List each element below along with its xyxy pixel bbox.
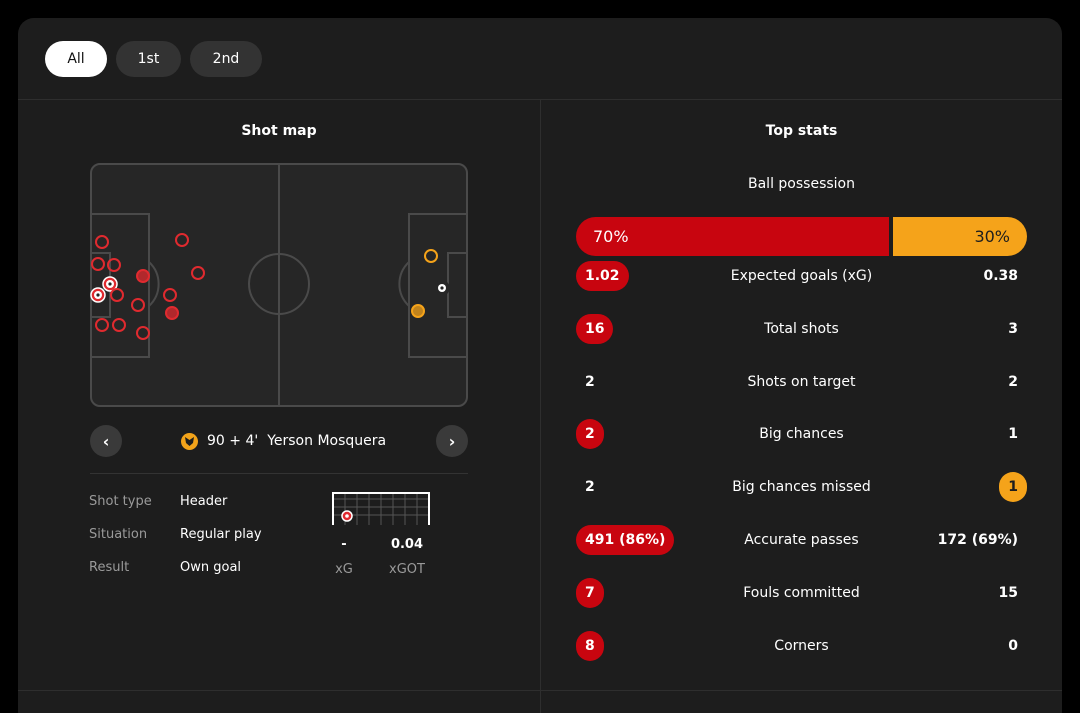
shot-marker[interactable] [411, 304, 425, 318]
shot-map-title: Shot map [241, 123, 317, 139]
possession-label: Ball possession [748, 176, 855, 192]
shot-marker[interactable] [95, 318, 109, 332]
shot-marker[interactable] [163, 288, 177, 302]
situation-value: Regular play [180, 527, 262, 542]
shot-marker[interactable] [110, 288, 124, 302]
shot-marker[interactable] [175, 233, 189, 247]
stat-label: Total shots [764, 321, 839, 337]
stat-away-value: 3 [1008, 321, 1018, 337]
stat-away-value: 172 (69%) [937, 532, 1018, 548]
footer-divider [18, 690, 1062, 691]
result-label: Result [89, 560, 130, 575]
ball-icon-dot [440, 286, 444, 290]
xg-label: xG [335, 562, 353, 577]
stat-home-value: 2 [576, 419, 604, 449]
stat-home-value: 7 [576, 578, 604, 608]
shot-map-pitch [90, 163, 468, 407]
shot-marker[interactable] [165, 306, 179, 320]
stat-away-value: 1 [1008, 426, 1018, 442]
chevron-right-icon: › [448, 431, 456, 451]
match-stats-card: All 1st 2nd Shot map ‹ [18, 18, 1062, 713]
stat-away-value: 1 [999, 472, 1027, 502]
shot-marker[interactable] [191, 266, 205, 280]
shot-type-label: Shot type [89, 494, 152, 509]
stat-row: Accurate passes 491 (86%) 172 (69%) [576, 525, 1027, 555]
stat-home-value: 2 [585, 479, 595, 495]
situation-label: Situation [89, 527, 148, 542]
shot-marker[interactable] [136, 269, 150, 283]
stat-label: Fouls committed [743, 585, 860, 601]
stat-away-value: 0 [1008, 638, 1018, 654]
stat-row: Corners 8 0 [576, 631, 1027, 661]
selected-shot-title: 90 + 4' Yerson Mosquera [181, 430, 386, 452]
stat-home-value: 2 [585, 374, 595, 390]
tab-all[interactable]: All [45, 41, 107, 77]
stat-home-value: 1.02 [576, 261, 629, 291]
stat-label: Shots on target [747, 374, 856, 390]
previous-shot-button[interactable]: ‹ [90, 425, 122, 457]
stat-row: Big chances missed 2 1 [576, 472, 1027, 502]
wolves-crest-icon [181, 432, 198, 450]
column-divider [540, 100, 541, 713]
stat-home-value: 8 [576, 631, 604, 661]
top-stats-title: Top stats [765, 123, 838, 139]
stat-row: Fouls committed 7 15 [576, 578, 1027, 608]
stat-label: Big chances missed [732, 479, 871, 495]
shot-marker[interactable] [424, 249, 438, 263]
tab-first-half[interactable]: 1st [116, 41, 181, 77]
shot-minute: 90 + 4' [207, 433, 259, 449]
shot-marker[interactable] [112, 318, 126, 332]
stat-away-value: 0.38 [983, 268, 1018, 284]
shot-player: Yerson Mosquera [267, 433, 387, 449]
shots-layer [90, 233, 450, 340]
period-tabs: All 1st 2nd [45, 41, 262, 77]
stat-home-value: 16 [576, 314, 614, 344]
ball-icon-dot [108, 282, 112, 286]
next-shot-button[interactable]: › [436, 425, 468, 457]
stat-home-value: 491 (86%) [576, 525, 675, 555]
goal-frame-mini [331, 491, 431, 525]
header-divider [18, 99, 1062, 100]
stat-label: Expected goals (xG) [730, 268, 873, 284]
stat-row: Total shots 16 3 [576, 314, 1027, 344]
xgot-value: 0.04 [390, 537, 424, 552]
xg-value: - [341, 537, 347, 552]
stat-label: Big chances [759, 426, 844, 442]
ball-icon-dot [96, 293, 100, 297]
stat-row: Expected goals (xG) 1.02 0.38 [576, 261, 1027, 291]
shot-marker[interactable] [95, 235, 109, 249]
stat-away-value: 2 [1008, 374, 1018, 390]
shot-marker[interactable] [91, 257, 105, 271]
shot-type-value: Header [180, 494, 228, 509]
shot-marker[interactable] [107, 258, 121, 272]
possession-home: 70% [576, 217, 889, 256]
stat-label: Accurate passes [744, 532, 859, 548]
tab-second-half[interactable]: 2nd [190, 41, 262, 77]
xgot-label: xGOT [389, 562, 425, 577]
stat-label: Corners [774, 638, 829, 654]
shot-marker[interactable] [136, 326, 150, 340]
chevron-left-icon: ‹ [102, 431, 110, 451]
stat-row: Shots on target 2 2 [576, 367, 1027, 397]
shot-divider [90, 473, 468, 474]
stat-away-value: 15 [998, 585, 1018, 601]
possession-away: 30% [893, 217, 1027, 256]
result-value: Own goal [180, 560, 242, 575]
stat-row: Big chances 2 1 [576, 419, 1027, 449]
possession-bar: 70% 30% [576, 217, 1027, 256]
shot-marker[interactable] [131, 298, 145, 312]
